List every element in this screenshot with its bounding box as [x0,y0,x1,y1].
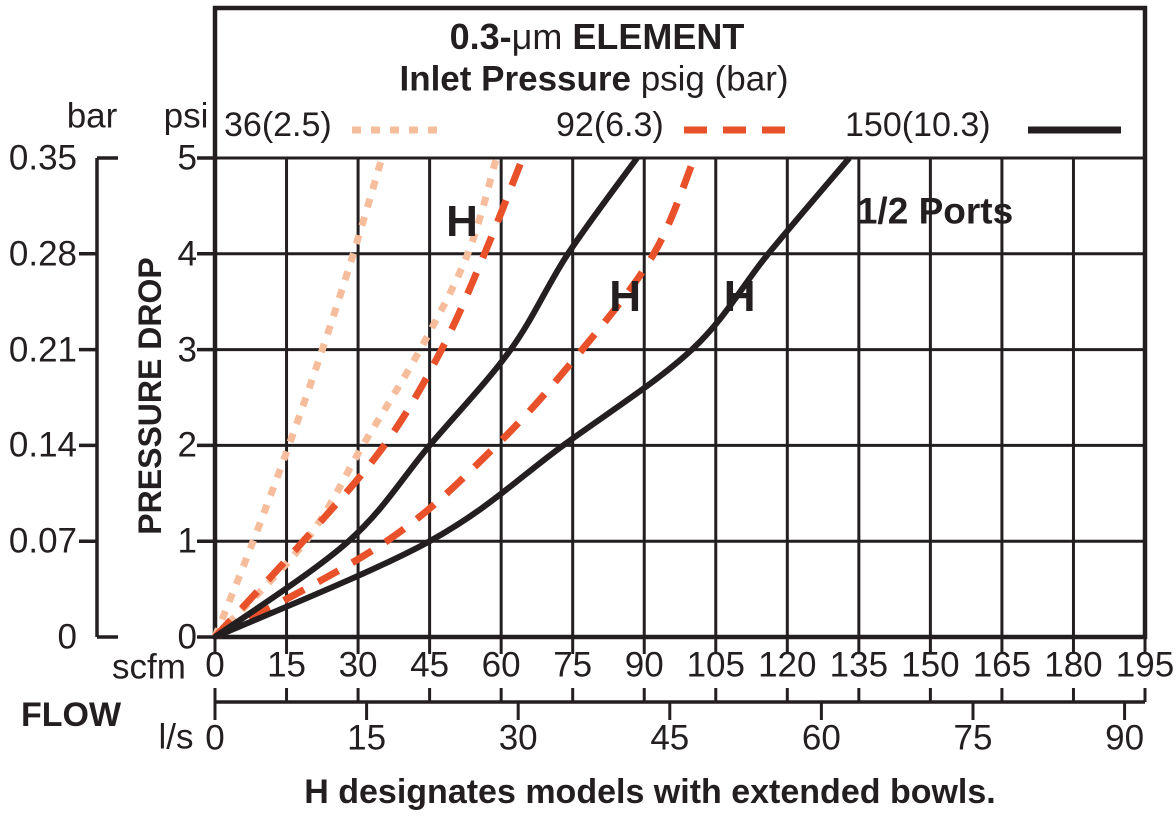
bar-unit-label: bar [66,96,118,136]
flow-axis-title: FLOW [20,696,122,734]
ls-tick-label: 0 [205,718,225,758]
psi-tick-label: 4 [177,234,197,274]
scfm-tick-label: 150 [901,645,960,685]
title-suffix: ELEMENT [562,16,745,57]
psi-tick-label: 5 [177,138,197,178]
scfm-tick-label: 15 [267,645,306,685]
pressure-drop-axis-title: PRESSURE DROP [132,257,168,535]
subtitle-rest: psig (bar) [630,59,789,99]
scfm-tick-label: 165 [972,645,1032,685]
bar-tick-label: 0.21 [8,330,77,370]
scfm-tick-label: 75 [553,645,593,685]
bar-tick-label: 0.28 [8,234,77,274]
bar-tick-label: 0.35 [8,138,77,178]
psi-unit-label: psi [163,96,209,136]
bar-tick-label: 0.07 [8,521,77,561]
subtitle-bold: Inlet Pressure [399,59,631,99]
scfm-tick-label: 60 [481,645,521,685]
scfm-unit-label: scfm [112,647,186,687]
curve-150103-h [213,156,852,639]
scfm-tick-label: 0 [205,645,225,685]
psi-tick-label: 1 [177,521,197,561]
title-mu: μm [511,16,563,57]
curve-150103-std [213,156,640,639]
title-prefix: 0.3- [449,16,512,57]
scfm-tick-label: 105 [686,645,745,685]
ls-unit-label: l/s [158,717,194,757]
psi-tick-label: 3 [177,330,197,370]
ls-tick-label: 15 [347,718,387,758]
ls-tick-label: 45 [650,718,690,758]
footnote-caption: H designates models with extended bowls. [304,773,996,811]
curves [212,156,852,639]
ls-tick-label: 30 [498,718,538,758]
legend-label-36: 36(2.5) [224,106,332,144]
scfm-tick-label: 135 [829,645,889,685]
bar-tick-label: 0.14 [8,425,77,465]
ports-annotation: 1/2 Ports [856,190,1014,232]
legend-label-150: 150(10.3) [845,106,991,144]
bar-tick-label: 0 [57,617,77,657]
chart-title: 0.3-μm ELEMENT [450,19,745,55]
ls-tick-label: 60 [801,718,841,758]
curve-3625-std [212,156,386,639]
h-curve-marker: H [723,271,756,321]
legend-label-92: 92(6.3) [556,106,664,144]
scfm-tick-label: 180 [1044,645,1103,685]
psi-tick-label: 0 [177,617,197,657]
chart-subtitle: Inlet Pressure psig (bar) [399,62,788,97]
scfm-tick-label: 90 [624,645,664,685]
scfm-tick-label: 30 [338,645,378,685]
plot-border [212,5,1148,640]
scfm-tick-label: 45 [410,645,450,685]
scfm-tick-label: 195 [1115,645,1175,685]
psi-tick-label: 2 [177,425,197,465]
curve-9263-std [212,156,526,639]
h-curve-marker: H [446,197,478,247]
ls-tick-label: 90 [1105,718,1145,758]
curve-9263-h [213,156,698,639]
ls-tick-label: 75 [953,718,993,758]
scfm-tick-label: 120 [758,645,817,685]
h-curve-marker: H [609,271,642,321]
